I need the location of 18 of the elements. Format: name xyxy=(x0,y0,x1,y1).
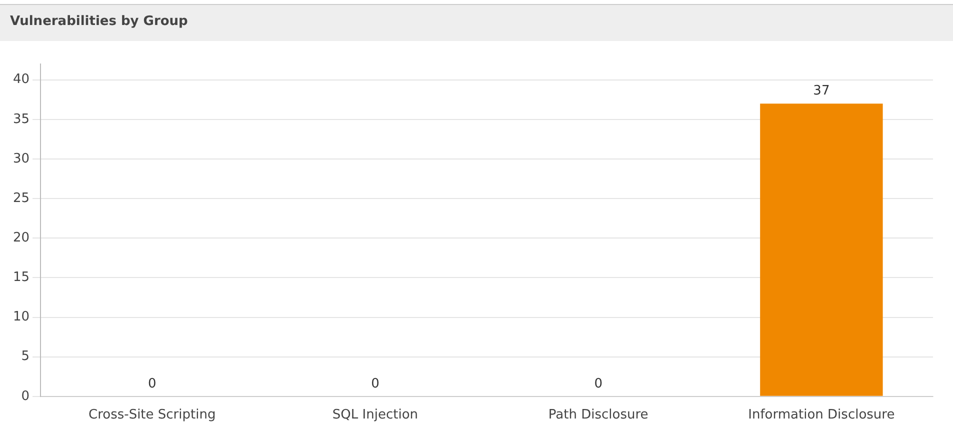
y-tick-label: 20 xyxy=(12,230,30,246)
x-tick-label: Cross-Site Scripting xyxy=(88,408,216,423)
y-tick-label: 0 xyxy=(21,388,30,404)
data-label: 0 xyxy=(371,376,380,392)
chart-title: Vulnerabilities by Group xyxy=(10,14,188,29)
x-tick-label: Information Disclosure xyxy=(748,408,895,423)
y-tick-label: 15 xyxy=(12,270,30,286)
y-tick-label: 30 xyxy=(12,151,30,166)
y-tick-label: 5 xyxy=(21,349,30,364)
data-label: 0 xyxy=(148,376,156,392)
y-tick-label: 40 xyxy=(12,72,30,88)
data-label: 0 xyxy=(594,376,602,392)
data-label: 37 xyxy=(813,83,830,98)
y-tick-label: 10 xyxy=(12,310,30,325)
y-tick-label: 25 xyxy=(12,190,30,206)
y-tick-label: 35 xyxy=(12,112,30,127)
x-tick-label: Path Disclosure xyxy=(548,408,648,423)
x-tick-label: SQL Injection xyxy=(332,408,418,423)
